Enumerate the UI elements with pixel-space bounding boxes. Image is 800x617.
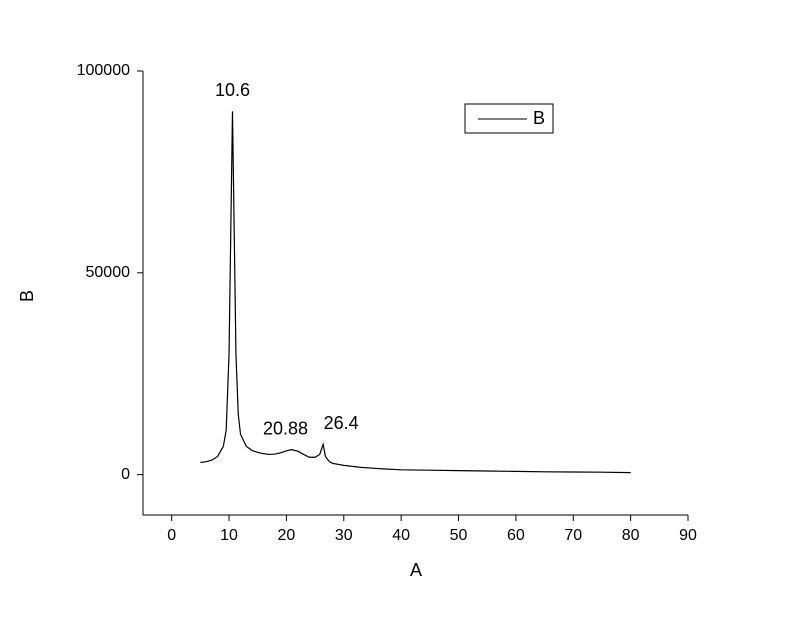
x-tick-label: 30 [335, 527, 353, 544]
y-tick-label: 100000 [77, 62, 130, 79]
x-tick-label: 60 [507, 527, 525, 544]
x-tick-label: 50 [450, 527, 468, 544]
legend-label: B [533, 108, 545, 128]
y-axis-label: B [17, 290, 37, 302]
x-tick-label: 0 [167, 527, 176, 544]
peak-annotation: 20.88 [263, 418, 308, 438]
x-tick-label: 70 [564, 527, 582, 544]
x-axis-label: A [410, 560, 422, 580]
peak-annotation: 26.4 [324, 413, 359, 433]
y-tick-label: 0 [121, 466, 130, 483]
peak-annotation: 10.6 [215, 80, 250, 100]
x-tick-label: 90 [679, 527, 697, 544]
y-tick-label: 50000 [86, 264, 131, 281]
x-tick-label: 80 [622, 527, 640, 544]
x-tick-label: 40 [392, 527, 410, 544]
x-tick-label: 20 [278, 527, 296, 544]
x-tick-label: 10 [220, 527, 238, 544]
data-line [200, 111, 631, 474]
